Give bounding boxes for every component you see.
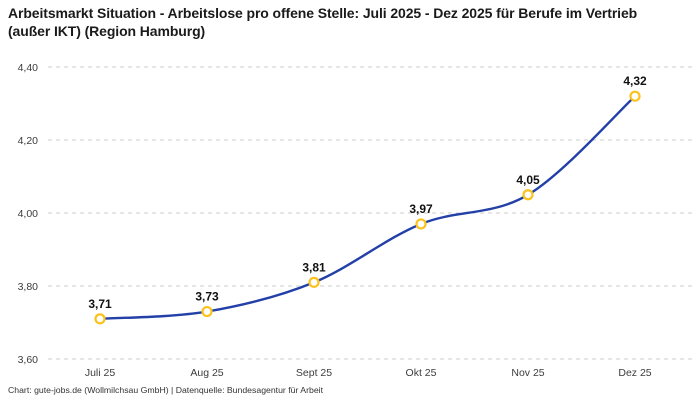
x-axis-tick-label: Nov 25: [511, 367, 544, 379]
y-axis-tick-label: 4,40: [18, 62, 39, 74]
y-axis-tick-label: 4,00: [18, 208, 39, 220]
x-axis-tick-label: Aug 25: [190, 367, 223, 379]
series-line: [98, 95, 637, 321]
x-axis-tick-label: Sept 25: [296, 367, 332, 379]
data-point-marker[interactable]: [415, 218, 427, 230]
data-point-marker[interactable]: [201, 305, 213, 318]
data-point-label: 3,71: [88, 297, 112, 311]
x-axis-tick-label: Juli 25: [85, 367, 116, 379]
data-point-label: 3,81: [302, 260, 326, 274]
chart-title: Arbeitsmarkt Situation - Arbeitslose pro…: [8, 5, 638, 39]
x-axis-tick-label: Dez 25: [618, 367, 651, 379]
data-point-marker[interactable]: [522, 189, 534, 201]
data-point-label: 4,05: [516, 173, 540, 187]
chart-source-credit: Chart: gute-jobs.de (Wollmilchsau GmbH) …: [8, 385, 324, 395]
data-point-marker[interactable]: [629, 90, 641, 102]
data-point-label: 3,73: [195, 290, 219, 304]
data-point-label: 3,97: [409, 202, 433, 216]
y-axis-tick-label: 3,60: [18, 354, 39, 366]
x-axis-tick-label: Okt 25: [406, 367, 437, 379]
data-point-marker[interactable]: [94, 313, 106, 325]
y-axis-tick-label: 4,20: [18, 135, 39, 147]
y-axis-tick-label: 3,80: [18, 281, 39, 293]
data-point-marker[interactable]: [308, 276, 320, 288]
data-point-label: 4,32: [623, 74, 647, 88]
